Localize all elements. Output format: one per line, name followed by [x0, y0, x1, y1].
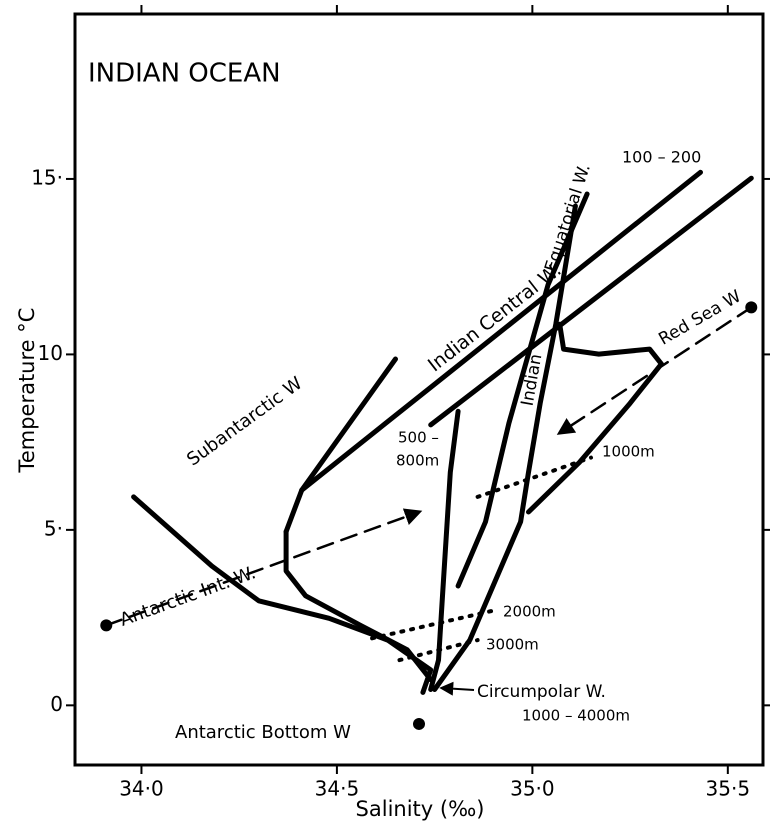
dashed-curve [556, 306, 753, 435]
annotation: Subantarctic W [183, 373, 306, 471]
y-tick-label: 10 [38, 341, 63, 365]
annotation: 1000 – 4000m [522, 707, 630, 725]
solid-curve [131, 494, 434, 695]
y-tick-label: 5· [44, 516, 63, 540]
y-tick-label: 15· [31, 165, 63, 189]
annotation: 1000m [602, 443, 655, 461]
annotation: Circumpolar W. [477, 682, 606, 702]
solid-curve [299, 169, 703, 493]
x-axis-label: Salinity (‰) [356, 797, 485, 821]
annotation: 3000m [486, 636, 539, 654]
x-tick-label: 35·5 [706, 777, 751, 801]
solid-curve [526, 321, 664, 515]
annotation: 800m [396, 452, 439, 470]
solid-curve [428, 408, 461, 692]
solid-curve [455, 191, 590, 589]
y-tick-label: 0 [50, 692, 63, 716]
water-mass-point [413, 717, 425, 730]
annotation: 2000m [503, 603, 556, 621]
dashed-curve [105, 508, 423, 627]
chart-title: INDIAN OCEAN [88, 59, 281, 89]
solid-curve [432, 203, 578, 692]
x-tick-label: 34·5 [315, 777, 360, 801]
water-mass-point [745, 301, 758, 314]
solid-curve [428, 175, 754, 428]
annotation: 100 – 200 [622, 148, 701, 167]
annotation: 500 – [398, 429, 439, 447]
x-tick-label: 34·0 [119, 777, 164, 801]
dotted-curve [370, 608, 496, 641]
annotation: Antarctic Bottom W [175, 722, 351, 743]
annotation: Antarctic Int. W. [117, 562, 259, 631]
dotted-curve [475, 455, 593, 499]
water-mass-point [100, 619, 113, 632]
y-axis-label: Temperature °C [15, 308, 39, 474]
dotted-curve [397, 638, 480, 663]
solid-curve [283, 529, 434, 683]
label-arrow [439, 681, 475, 696]
plot-frame [73, 12, 765, 767]
x-tick-label: 35·0 [510, 777, 555, 801]
